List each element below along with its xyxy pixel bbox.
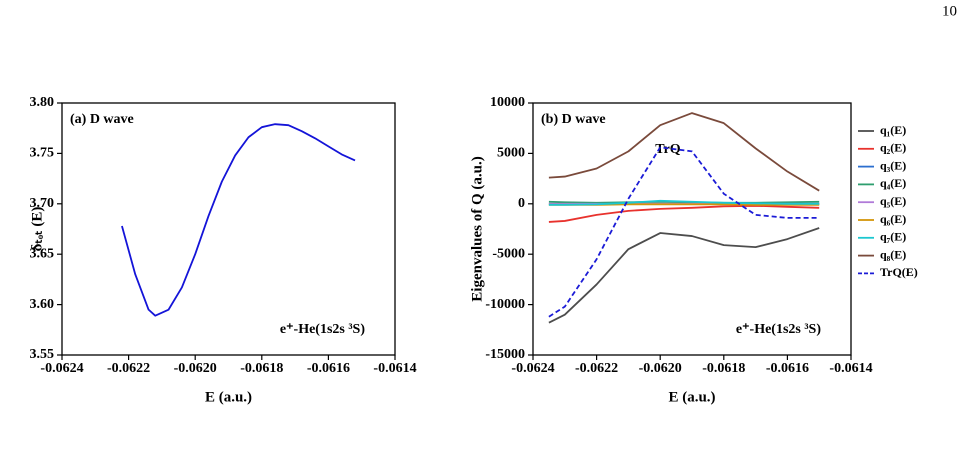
y-axis-label: δₜₒₜ (E)	[29, 207, 45, 252]
y-tick-label: 3.75	[30, 146, 55, 161]
y-tick-label: 5000	[497, 146, 525, 161]
y-tick-label: 10000	[490, 95, 525, 110]
annotation: e⁺-He(1s2s ³S)	[736, 322, 821, 337]
x-tick-label: -0.0614	[829, 361, 872, 376]
y-tick-label: 3.65	[30, 246, 55, 261]
y-axis-label: Eigenvalues of Q (a.u.)	[469, 156, 485, 301]
legend-label: q₆(E)	[880, 212, 906, 226]
x-tick-label: -0.0614	[373, 361, 416, 376]
annotation: TrQ	[655, 142, 681, 157]
x-tick-label: -0.0618	[240, 361, 283, 376]
plot-frame	[532, 102, 852, 356]
x-tick-label: -0.0620	[639, 361, 682, 376]
y-tick-label: -10000	[485, 297, 525, 312]
y-tick-label: 3.60	[30, 297, 55, 312]
x-tick-label: -0.0622	[107, 361, 150, 376]
x-axis-label: E (a.u.)	[205, 389, 252, 405]
x-tick-label: -0.0620	[174, 361, 217, 376]
legend-label: q₁(E)	[880, 123, 906, 137]
y-tick-label: -15000	[485, 347, 525, 362]
y-tick-label: 3.70	[30, 196, 55, 211]
series-line	[548, 204, 820, 223]
annotation: (a) D wave	[70, 112, 134, 127]
x-axis-label: E (a.u.)	[668, 389, 715, 405]
y-tick-label: -5000	[492, 246, 525, 261]
x-tick-label: -0.0624	[511, 361, 554, 376]
page-number: 10	[942, 3, 957, 19]
legend-label: TrQ(E)	[880, 265, 918, 279]
series-line	[548, 199, 820, 206]
x-tick-label: -0.0618	[702, 361, 745, 376]
series-line	[548, 112, 820, 192]
y-tick-label: 3.80	[30, 95, 55, 110]
x-tick-label: -0.0624	[40, 361, 83, 376]
legend-label: q₄(E)	[880, 176, 906, 190]
series-line	[548, 227, 820, 324]
legend-label: q₃(E)	[880, 158, 906, 172]
y-tick-label: 0	[518, 196, 525, 211]
series-line	[548, 146, 820, 318]
x-tick-label: -0.0616	[307, 361, 350, 376]
plot-frame	[61, 102, 396, 356]
legend-label: q₂(E)	[880, 141, 906, 155]
legend-label: q₇(E)	[880, 230, 906, 244]
annotation: (b) D wave	[541, 112, 606, 127]
legend-label: q₈(E)	[880, 247, 906, 261]
annotation: e⁺-He(1s2s ³S)	[280, 322, 365, 337]
x-tick-label: -0.0622	[575, 361, 618, 376]
series-line	[121, 123, 356, 317]
legend-label: q₅(E)	[880, 194, 906, 208]
y-tick-label: 3.55	[30, 347, 55, 362]
x-tick-label: -0.0616	[766, 361, 809, 376]
